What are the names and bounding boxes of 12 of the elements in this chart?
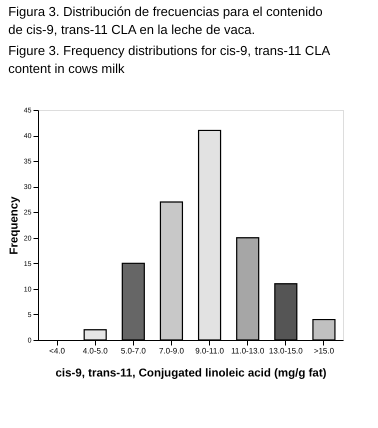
- x-tick-label: 9.0-11.0: [195, 346, 224, 356]
- x-axis-title: cis-9, trans-11, Conjugated linoleic acid (mg/g fat): [56, 368, 327, 380]
- chart-title: Figura 3. Distribución de frecuencias para el contenido de cis-9, trans-11 CLA en la leche de vaca.: [8, 4, 323, 37]
- x-tick-label: 4.0-5.0: [82, 346, 108, 356]
- x-tick-label: <4.0: [49, 346, 66, 356]
- x-tick-label: 11.0-13.0: [231, 346, 265, 356]
- chart-subtitle: Figure 3. Frequency distributions for cis-9, trans-11 CLA content in cows milk: [8, 43, 331, 76]
- x-tick-label: 13.0-15.0: [268, 346, 304, 356]
- x-tick-label: >15.0: [314, 346, 335, 356]
- x-tick-label: 5.0-7.0: [120, 346, 146, 356]
- y-axis-title: Frequency: [8, 196, 21, 255]
- x-tick-label: 7.0-9.0: [158, 346, 184, 356]
